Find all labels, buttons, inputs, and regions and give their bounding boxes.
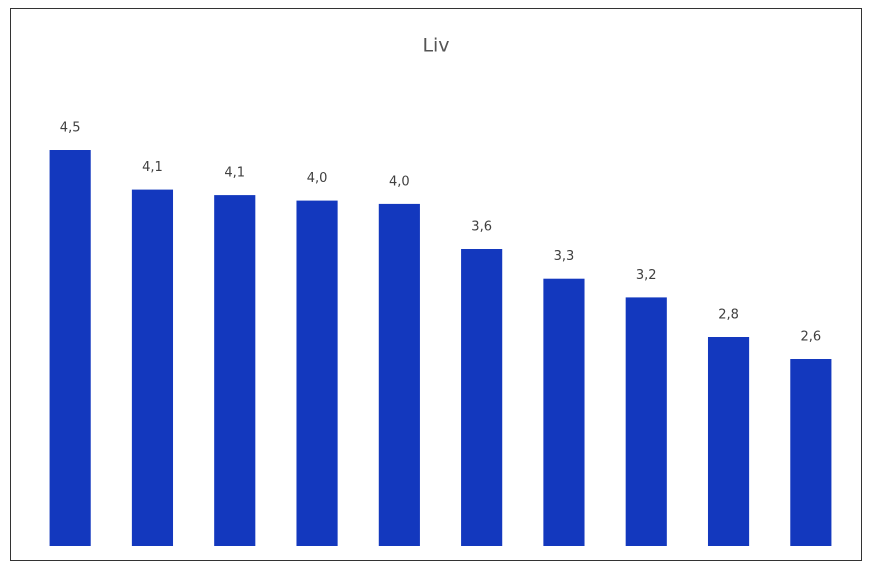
bar [461,249,503,546]
bar [49,150,91,546]
data-label: 2,6 [801,330,822,345]
bar [543,278,585,546]
bar [214,195,256,546]
bar [296,200,338,546]
bar [707,337,750,546]
data-label: 4,0 [307,171,328,186]
data-label: 4,0 [389,174,410,189]
bar [625,297,667,546]
bar [790,359,832,546]
data-label: 4,1 [142,160,163,175]
data-label: 3,6 [471,220,492,235]
bar [378,203,420,546]
data-label: 3,3 [554,249,575,264]
chart-title: Liv [422,35,449,57]
data-label: 2,8 [718,308,739,323]
data-label: 4,5 [60,121,81,136]
bar [131,189,174,546]
data-label: 4,1 [224,166,245,181]
data-label: 3,2 [636,268,657,283]
